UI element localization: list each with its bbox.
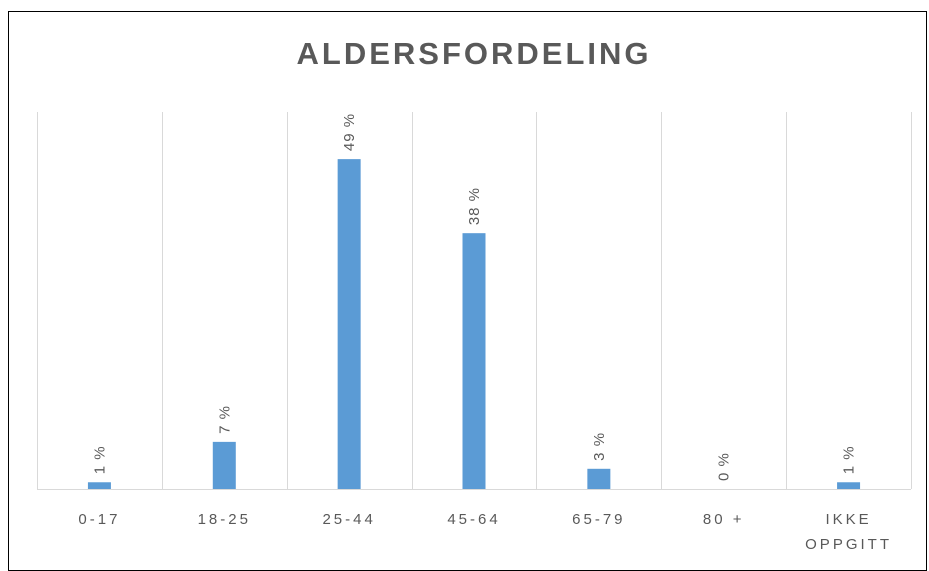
x-tick-label: 0-17 xyxy=(78,511,120,528)
x-tick-label: 25-44 xyxy=(322,511,375,528)
x-tick-label: 80 + xyxy=(703,511,745,528)
x-tick-label: OPPGITT xyxy=(805,536,892,553)
data-label: 38 % xyxy=(466,187,483,225)
bar xyxy=(837,482,861,489)
x-tick-label: IKKE xyxy=(825,511,871,528)
x-tick-label: 18-25 xyxy=(198,511,251,528)
data-label: 1 % xyxy=(841,445,858,474)
bar xyxy=(462,233,486,489)
data-label: 3 % xyxy=(591,432,608,461)
x-tick-label: 45-64 xyxy=(447,511,500,528)
x-tick-label: 65-79 xyxy=(572,511,625,528)
bar xyxy=(212,441,236,489)
bar xyxy=(587,468,611,489)
data-label: 49 % xyxy=(341,113,358,151)
bar xyxy=(87,482,111,489)
bar xyxy=(337,159,361,489)
chart-title: ALDERSFORDELING xyxy=(296,36,652,71)
data-label: 0 % xyxy=(716,452,733,481)
data-label: 1 % xyxy=(91,445,108,474)
data-label: 7 % xyxy=(216,405,233,434)
